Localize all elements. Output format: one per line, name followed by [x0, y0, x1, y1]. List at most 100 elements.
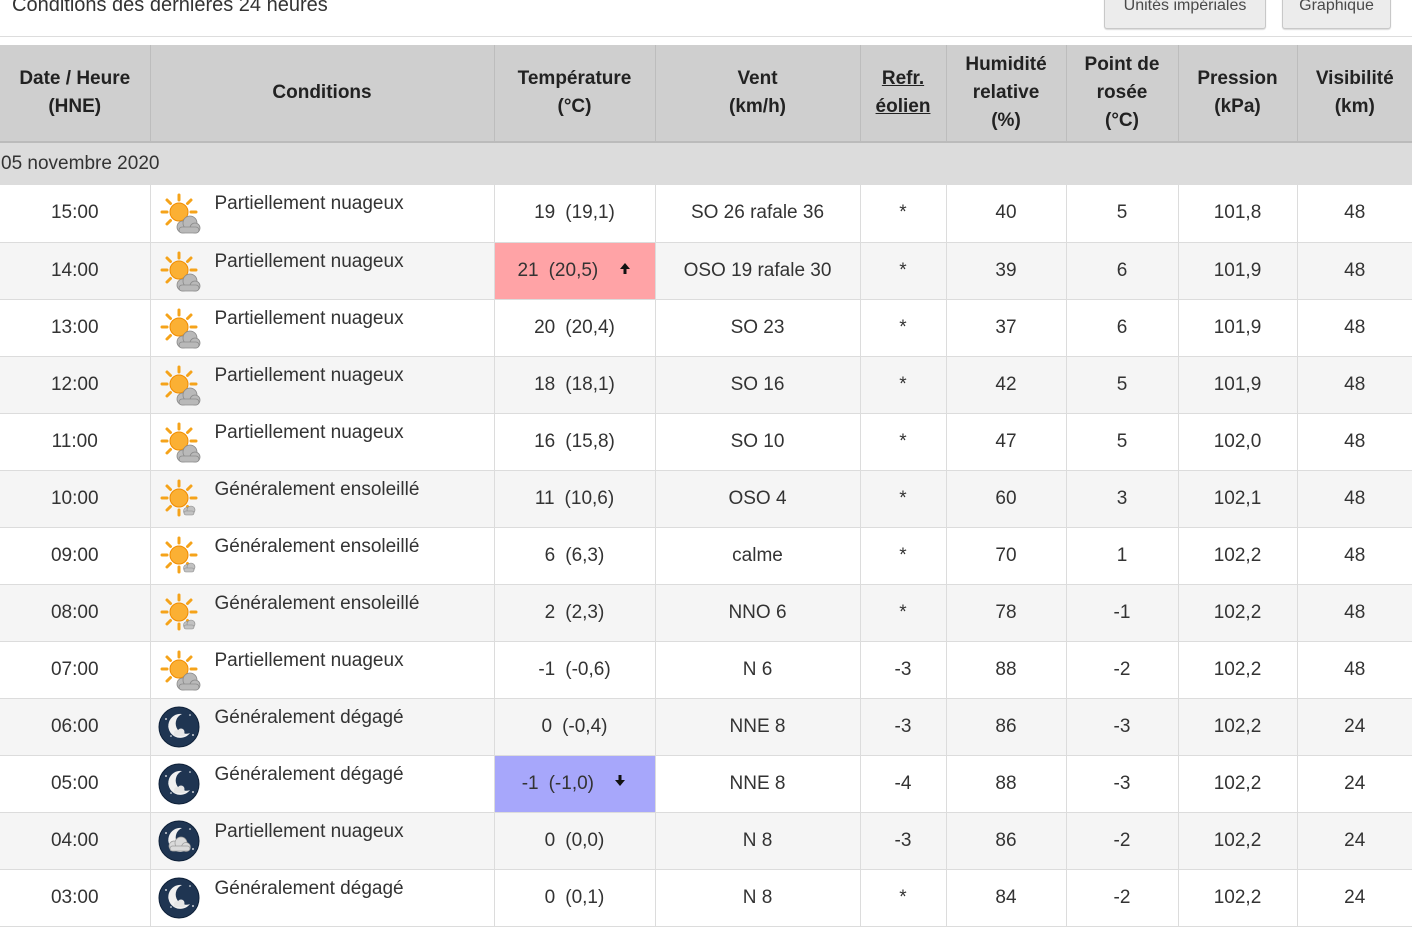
- conditions-cell: Partiellement nuageux: [149, 299, 494, 357]
- time-cell: 08:00: [0, 584, 150, 642]
- windchill-cell: *: [859, 470, 946, 528]
- humidity-cell: 60: [945, 470, 1066, 528]
- humidity-cell: 70: [945, 527, 1066, 585]
- dewpoint-cell: 1: [1065, 527, 1178, 585]
- conditions-text: Partiellement nuageux: [214, 820, 404, 842]
- partly-cloudy-day-icon: [157, 363, 201, 407]
- conditions-cell: Partiellement nuageux: [149, 812, 494, 870]
- partly-cloudy-day-icon: [157, 249, 201, 293]
- dewpoint-cell: 5: [1065, 413, 1178, 471]
- temperature-precise: (2,3): [565, 601, 605, 623]
- visibility-cell: 48: [1296, 413, 1412, 471]
- conditions-text: Généralement dégagé: [214, 763, 404, 785]
- temperature-value: 0: [544, 829, 556, 851]
- dewpoint-cell: 3: [1065, 470, 1178, 528]
- temperature-cell: 16 (15,8): [493, 413, 655, 471]
- temperature-precise: (15,8): [565, 430, 615, 452]
- conditions-text: Généralement dégagé: [214, 877, 404, 899]
- col-header-datetime: Date / Heure (HNE): [0, 45, 150, 142]
- conditions-cell: Partiellement nuageux: [149, 641, 494, 699]
- dewpoint-cell: -2: [1065, 641, 1178, 699]
- col-header-windchill-link[interactable]: Refr. éolien: [859, 45, 946, 142]
- time-cell: 10:00: [0, 470, 150, 528]
- table-row: 03:00 Généralement dégagé 0 (0,1) N 8 * 8…: [0, 869, 1412, 927]
- pressure-cell: 102,2: [1177, 641, 1297, 699]
- imperial-units-button[interactable]: Unités impériales: [1104, 0, 1266, 29]
- windchill-cell: *: [859, 299, 946, 357]
- temperature-precise: (0,1): [565, 886, 605, 908]
- visibility-cell: 48: [1296, 584, 1412, 642]
- humidity-cell: 47: [945, 413, 1066, 471]
- dewpoint-cell: 6: [1065, 242, 1178, 300]
- conditions-cell: Généralement ensoleillé: [149, 584, 494, 642]
- pressure-cell: 102,2: [1177, 527, 1297, 585]
- conditions-text: Partiellement nuageux: [214, 649, 404, 671]
- temperature-cell: 0 (0,0): [493, 812, 655, 870]
- table-row: 10:00 Généralement ensoleillé 11 (10,6) O…: [0, 470, 1412, 528]
- conditions-text: Généralement dégagé: [214, 706, 404, 728]
- conditions-text: Généralement ensoleillé: [214, 478, 420, 500]
- wind-cell: NNE 8: [654, 755, 860, 813]
- temperature-precise: (6,3): [565, 544, 605, 566]
- col-header-temperature: Température (°C): [493, 45, 655, 142]
- conditions-cell: Généralement dégagé: [149, 755, 494, 813]
- temperature-value: 18: [534, 373, 556, 395]
- windchill-cell: *: [859, 356, 946, 414]
- humidity-cell: 42: [945, 356, 1066, 414]
- page-title: Conditions des dernières 24 heures: [12, 0, 328, 16]
- conditions-cell: Généralement ensoleillé: [149, 527, 494, 585]
- mainly-sunny-icon: [157, 477, 201, 521]
- conditions-cell: Partiellement nuageux: [149, 185, 494, 243]
- time-cell: 04:00: [0, 812, 150, 870]
- temperature-value: 0: [541, 715, 553, 737]
- dewpoint-cell: 6: [1065, 299, 1178, 357]
- table-header-row: Date / Heure (HNE) Conditions Température…: [0, 45, 1412, 142]
- conditions-cell: Généralement dégagé: [149, 698, 494, 756]
- conditions-text: Partiellement nuageux: [214, 421, 404, 443]
- dewpoint-cell: 5: [1065, 356, 1178, 414]
- temperature-value: 6: [544, 544, 556, 566]
- humidity-cell: 78: [945, 584, 1066, 642]
- dewpoint-cell: 5: [1065, 185, 1178, 243]
- temperature-cell: -1 (-0,6): [493, 641, 655, 699]
- humidity-cell: 88: [945, 755, 1066, 813]
- table-row: 04:00 Partiellement nuageux 0 (0,0) N 8 -…: [0, 812, 1412, 870]
- conditions-text: Partiellement nuageux: [214, 250, 404, 272]
- visibility-cell: 24: [1296, 869, 1412, 927]
- mainly-clear-night-icon: [157, 762, 201, 806]
- wind-cell: OSO 4: [654, 470, 860, 528]
- table-row: 05:00 Généralement dégagé -1 (-1,0) NNE 8…: [0, 755, 1412, 813]
- title-bar: Conditions des dernières 24 heures Unité…: [0, 0, 1412, 37]
- temperature-cell: 11 (10,6): [493, 470, 655, 528]
- pressure-cell: 101,9: [1177, 356, 1297, 414]
- partly-cloudy-night-icon: [157, 819, 201, 863]
- partly-cloudy-day-icon: [157, 306, 201, 350]
- graph-button[interactable]: Graphique: [1282, 0, 1391, 29]
- mainly-clear-night-icon: [157, 705, 201, 749]
- temperature-value: 19: [534, 202, 556, 224]
- time-cell: 09:00: [0, 527, 150, 585]
- windchill-cell: *: [859, 413, 946, 471]
- table-row: 11:00 Partiellement nuageux 16 (15,8) SO …: [0, 413, 1412, 471]
- visibility-cell: 24: [1296, 698, 1412, 756]
- humidity-cell: 86: [945, 698, 1066, 756]
- temperature-cell: 6 (6,3): [493, 527, 655, 585]
- time-cell: 03:00: [0, 869, 150, 927]
- wind-cell: SO 16: [654, 356, 860, 414]
- wind-cell: N 8: [654, 812, 860, 870]
- humidity-cell: 40: [945, 185, 1066, 243]
- pressure-cell: 101,9: [1177, 299, 1297, 357]
- wind-cell: N 8: [654, 869, 860, 927]
- table-row: 06:00 Généralement dégagé 0 (-0,4) NNE 8 …: [0, 698, 1412, 756]
- wind-cell: SO 10: [654, 413, 860, 471]
- col-header-dewpoint: Point de rosée (°C): [1065, 45, 1178, 142]
- time-cell: 11:00: [0, 413, 150, 471]
- temperature-cell: 21 (20,5): [493, 242, 655, 300]
- wind-cell: calme: [654, 527, 860, 585]
- windchill-cell: -4: [859, 755, 946, 813]
- conditions-text: Partiellement nuageux: [214, 307, 404, 329]
- visibility-cell: 48: [1296, 299, 1412, 357]
- col-header-visibility: Visibilité (km): [1296, 45, 1412, 142]
- temperature-cell: 19 (19,1): [493, 185, 655, 243]
- humidity-cell: 84: [945, 869, 1066, 927]
